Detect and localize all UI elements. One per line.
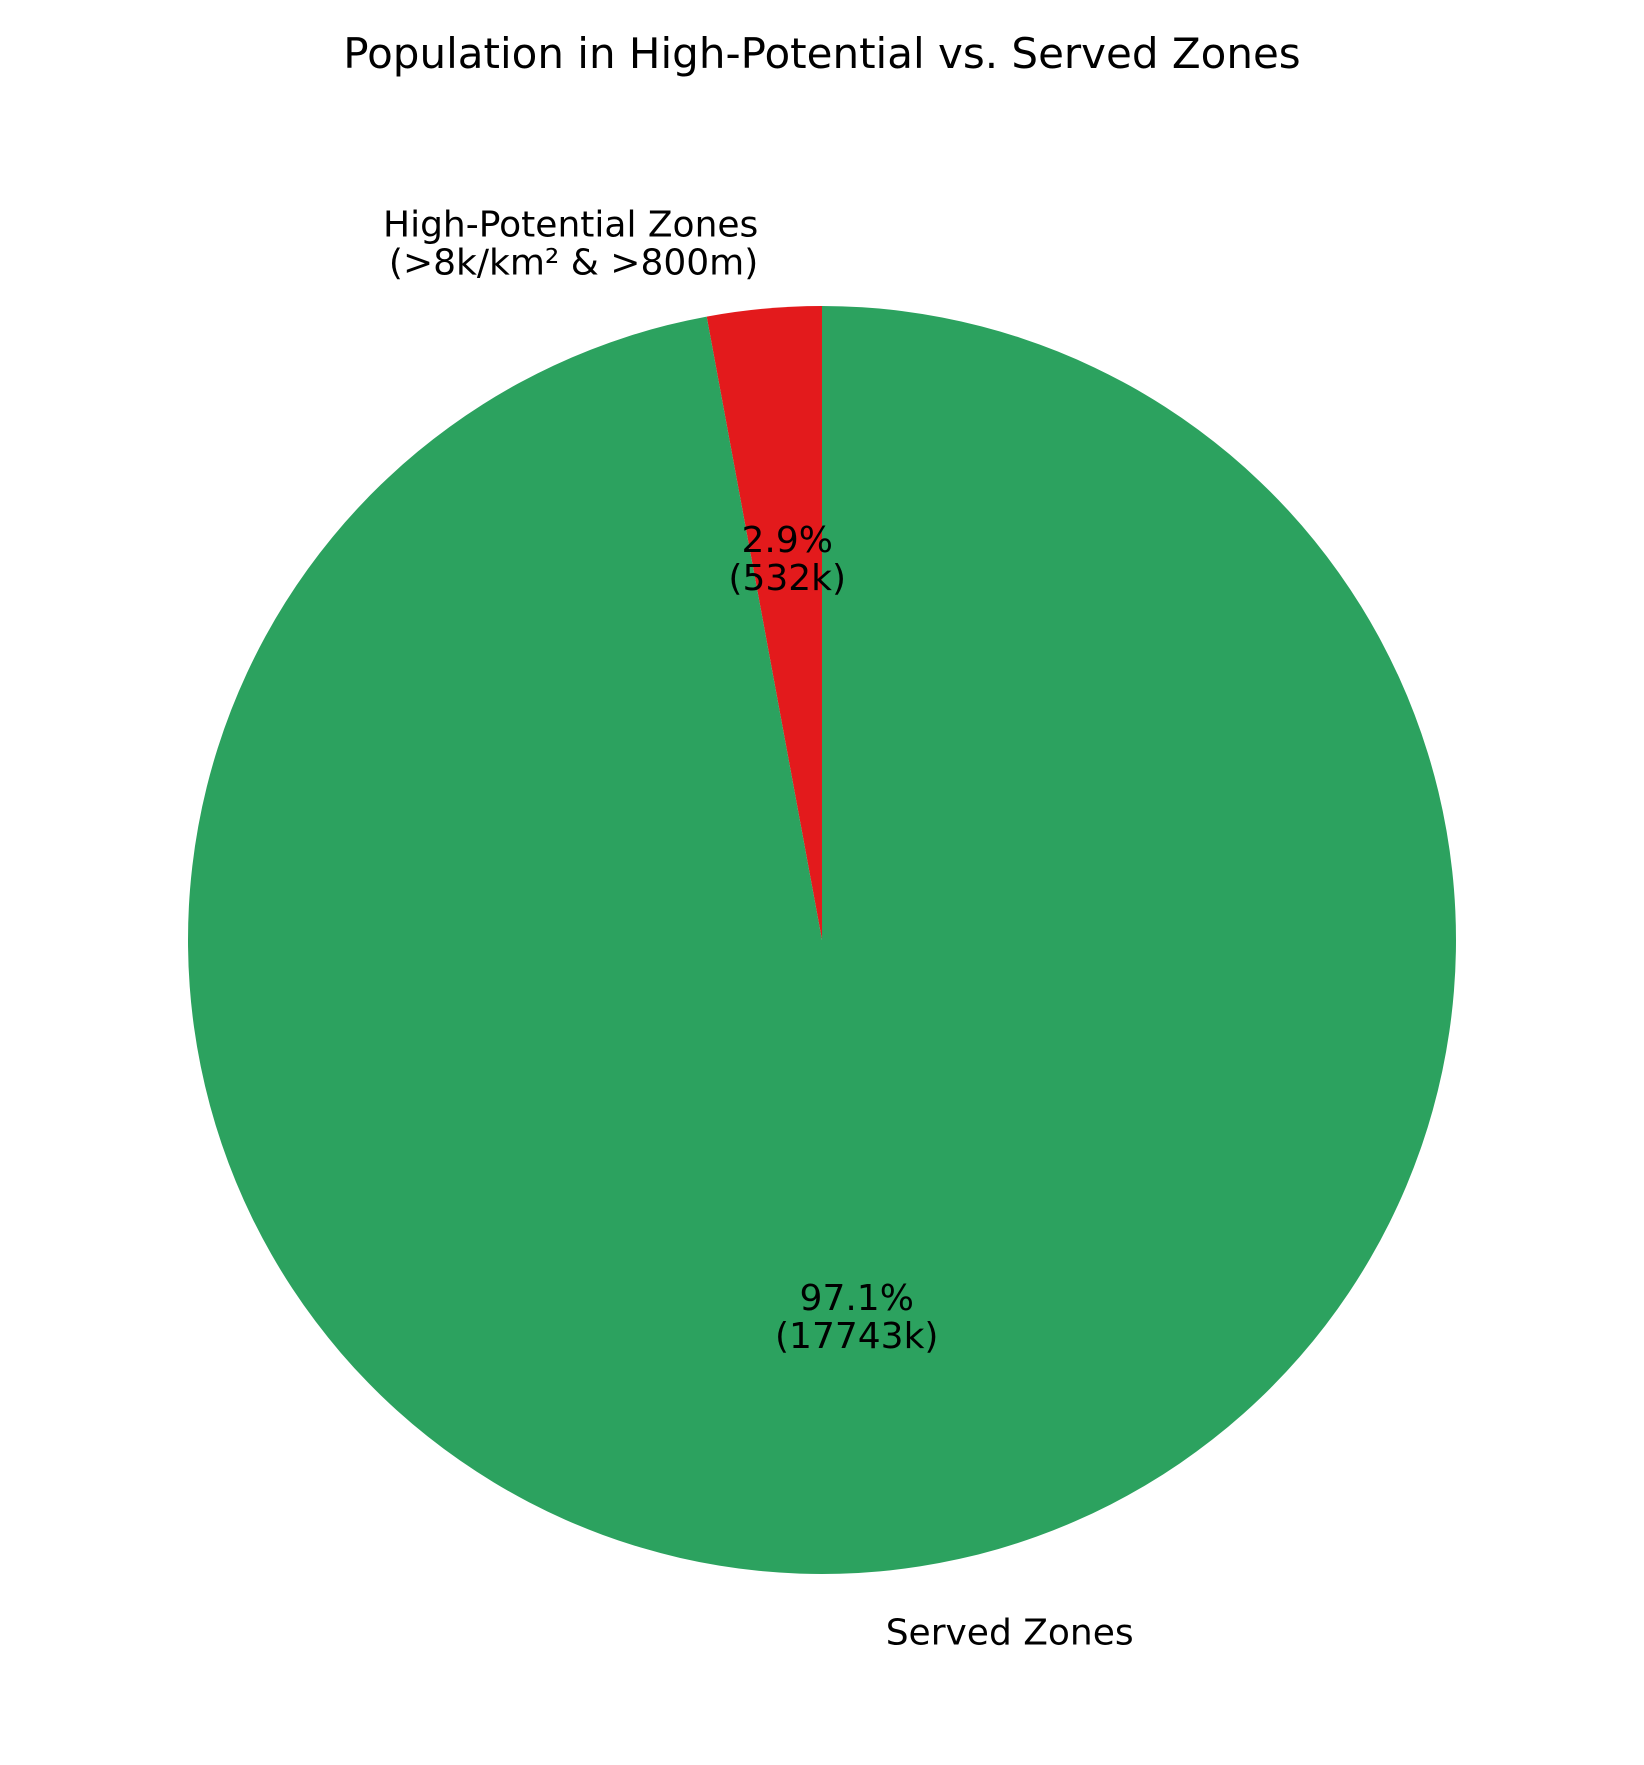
slice-value-label: (532k) [728,558,846,599]
chart-title: Population in High-Potential vs. Served … [343,29,1300,78]
pie-labels: 2.9%(532k) High-Potential Zones(>8k/km² &… [383,205,1134,1654]
slice-category-label: Served Zones [886,1612,1134,1653]
pie-slices [187,306,1456,1574]
slice-category-label: (>8k/km² & >800m) [389,243,758,284]
pie-slice-1 [187,306,1456,1574]
slice-category-label: High-Potential Zones [383,205,758,246]
slice-value-label: 97.1% [800,1278,914,1319]
pie-slice-0 [706,306,822,940]
slice-value-label: (17743k) [775,1316,938,1357]
slice-value-label: 2.9% [742,520,833,561]
